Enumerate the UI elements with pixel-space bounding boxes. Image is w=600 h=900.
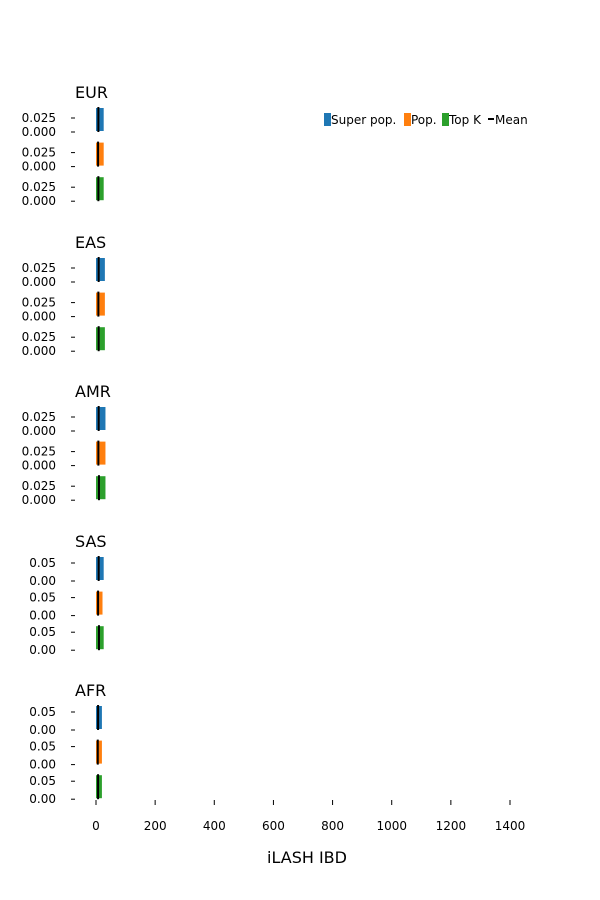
legend-swatch xyxy=(442,113,449,126)
y-tick-label: 0.025 xyxy=(22,180,56,194)
y-tick-label: 0.05 xyxy=(29,591,56,605)
histogram-bar xyxy=(96,740,102,764)
legend: Super pop. Pop. Top K Mean xyxy=(324,113,528,127)
histogram-bar xyxy=(96,177,104,201)
histogram-bar xyxy=(96,327,105,351)
row-pop: 0.00 0.05 xyxy=(29,590,103,623)
row-super-pop: 0.00 0.05 xyxy=(29,705,102,737)
histogram-bar xyxy=(96,108,104,131)
panel-sas: SAS 0.00 0.05 0.00 0.05 0.00 0.05 xyxy=(29,532,106,657)
x-tick-label: 1000 xyxy=(376,819,407,833)
y-tick-label: 0.05 xyxy=(29,740,56,754)
histogram-bar xyxy=(96,441,106,465)
row-top-k: 0.00 0.05 xyxy=(29,625,104,657)
histogram-bar xyxy=(96,407,106,430)
y-tick-label: 0.00 xyxy=(29,609,56,623)
legend-item: Mean xyxy=(488,113,528,127)
y-tick-label: 0.000 xyxy=(22,194,56,208)
legend-item: Super pop. xyxy=(324,113,396,127)
y-tick-label: 0.00 xyxy=(29,758,56,772)
x-tick-label: 1400 xyxy=(495,819,526,833)
y-tick-label: 0.025 xyxy=(22,296,56,310)
x-tick-label: 0 xyxy=(92,819,100,833)
y-tick-label: 0.025 xyxy=(22,146,56,160)
histogram-bar xyxy=(96,258,105,281)
x-axis-label: iLASH IBD xyxy=(267,848,347,867)
row-top-k: 0.00 0.05 xyxy=(29,774,102,806)
y-tick-label: 0.000 xyxy=(22,310,56,324)
x-axis: 0 200 400 600 800 1000 1200 1400 xyxy=(92,800,525,833)
histogram-bar xyxy=(96,292,105,316)
legend-swatch xyxy=(404,113,411,126)
y-tick-label: 0.05 xyxy=(29,625,56,639)
histogram-bar xyxy=(96,557,104,580)
y-tick-label: 0.000 xyxy=(22,493,56,507)
legend-item: Pop. xyxy=(404,113,437,127)
histogram-bar xyxy=(96,476,106,500)
panel-title: EUR xyxy=(75,83,108,102)
y-tick-label: 0.025 xyxy=(22,330,56,344)
x-tick-label: 600 xyxy=(262,819,285,833)
panel-title: AMR xyxy=(75,382,111,401)
panels: EUR0.0000.0250.0000.0250.0000.025EAS0.00… xyxy=(22,83,111,806)
legend-label: Super pop. xyxy=(331,113,396,127)
histogram-bar xyxy=(96,142,104,166)
histogram-bar xyxy=(96,591,103,615)
y-tick-label: 0.05 xyxy=(29,774,56,788)
x-tick-label: 800 xyxy=(321,819,344,833)
y-tick-label: 0.05 xyxy=(29,556,56,570)
y-tick-label: 0.000 xyxy=(22,160,56,174)
y-tick-label: 0.05 xyxy=(29,705,56,719)
legend-label: Top K xyxy=(448,113,482,127)
y-tick-label: 0.000 xyxy=(22,344,56,358)
row-pop: 0.00 0.05 xyxy=(29,739,102,772)
panel-title: SAS xyxy=(75,532,107,551)
panel-afr: AFR 0.00 0.05 0.00 0.05 0.00 0.05 xyxy=(29,681,106,806)
legend-item: Top K xyxy=(442,113,482,127)
panel-title: EAS xyxy=(75,233,106,252)
y-tick-label: 0.025 xyxy=(22,261,56,275)
legend-label: Mean xyxy=(495,113,528,127)
x-tick-label: 1200 xyxy=(436,819,467,833)
y-tick-label: 0.025 xyxy=(22,479,56,493)
y-tick-label: 0.025 xyxy=(22,410,56,424)
y-tick-label: 0.025 xyxy=(22,111,56,125)
y-tick-label: 0.00 xyxy=(29,574,56,588)
legend-swatch xyxy=(324,113,331,126)
y-tick-label: 0.025 xyxy=(22,445,56,459)
panel-title: AFR xyxy=(75,681,106,700)
y-tick-label: 0.00 xyxy=(29,643,56,657)
y-tick-label: 0.000 xyxy=(22,459,56,473)
x-tick-label: 400 xyxy=(203,819,226,833)
y-tick-label: 0.00 xyxy=(29,792,56,806)
row-super-pop: 0.00 0.05 xyxy=(29,556,104,588)
y-tick-label: 0.000 xyxy=(22,125,56,139)
x-tick-label: 200 xyxy=(144,819,167,833)
legend-label: Pop. xyxy=(411,113,437,127)
y-tick-label: 0.000 xyxy=(22,424,56,438)
y-tick-label: 0.000 xyxy=(22,275,56,289)
y-tick-label: 0.00 xyxy=(29,723,56,737)
